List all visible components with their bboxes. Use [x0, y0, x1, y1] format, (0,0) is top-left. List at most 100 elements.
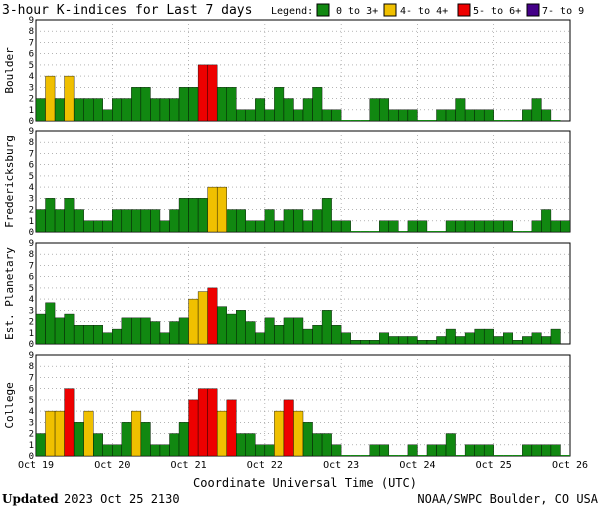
k-index-bar: [474, 328, 485, 345]
k-index-bar: [93, 98, 103, 122]
k-index-bar: [541, 209, 552, 233]
k-index-bar: [436, 231, 447, 232]
k-index-bar: [445, 433, 456, 457]
k-index-bar: [541, 444, 552, 457]
k-index-bar: [245, 433, 256, 457]
k-index-bar: [407, 109, 418, 122]
k-index-bar: [54, 209, 65, 233]
k-index-bar: [331, 220, 342, 233]
k-index-bar: [417, 220, 428, 233]
k-index-bar: [245, 321, 256, 345]
y-tick-label: 7: [29, 149, 34, 159]
legend: Legend: 0 to 3+ 4- to 4+ 5- to 6+ 7- to …: [271, 3, 584, 17]
k-index-bar: [197, 64, 208, 122]
k-index-bar: [483, 109, 494, 122]
k-index-bar: [436, 336, 447, 345]
y-tick-label: 1: [29, 217, 34, 227]
k-index-bar: [302, 220, 313, 233]
y-tick-label: 2: [29, 430, 34, 440]
k-index-bar: [407, 444, 418, 457]
k-index-bar: [512, 120, 523, 121]
k-index-bar: [522, 231, 532, 232]
k-index-bar: [350, 455, 361, 456]
k-index-bar: [93, 325, 103, 345]
k-index-bar: [83, 410, 94, 457]
y-tick-label: 8: [29, 250, 34, 260]
k-index-bar: [197, 198, 208, 233]
k-index-bar: [331, 109, 342, 122]
k-index-bar: [73, 422, 84, 457]
y-tick-label: 9: [29, 16, 34, 26]
k-index-bar: [159, 332, 170, 345]
k-index-bar: [264, 209, 275, 233]
k-index-bar: [426, 444, 437, 457]
k-index-bar: [226, 87, 237, 122]
y-tick-label: 3: [29, 83, 34, 93]
k-index-bar: [150, 98, 161, 122]
k-index-bar: [245, 220, 256, 233]
k-index-bar: [388, 336, 399, 345]
k-index-bar: [350, 120, 361, 121]
panels: 0123456789Boulder0123456789Fredericksbur…: [3, 16, 571, 462]
chart-title: 3-hour K-indices for Last 7 days: [2, 3, 252, 18]
legend-label: Legend:: [271, 6, 313, 17]
k-index-bar: [112, 444, 123, 457]
k-index-bar: [140, 317, 151, 345]
k-index-bar: [169, 209, 180, 233]
k-index-bar: [379, 98, 390, 122]
x-tick-label: Oct 23: [323, 460, 359, 471]
k-index-bar: [216, 87, 227, 122]
y-tick-label: 5: [29, 396, 34, 406]
k-index-bar: [512, 231, 523, 232]
y-tick-label: 3: [29, 306, 34, 316]
k-index-bar: [121, 209, 132, 233]
legend-swatch-4: [383, 3, 397, 17]
k-index-bar: [464, 220, 475, 233]
k-index-bar: [283, 98, 294, 122]
panel-label: Fredericksburg: [3, 135, 16, 228]
k-index-bar: [140, 209, 151, 233]
k-index-bar: [188, 399, 199, 457]
k-index-bar: [445, 328, 456, 345]
panel-label: College: [3, 382, 16, 428]
k-index-bar: [64, 75, 75, 122]
k-index-bar: [493, 120, 504, 121]
k-index-bar: [369, 444, 380, 457]
k-index-bar: [531, 220, 542, 233]
footer-updated: Updated: [2, 492, 59, 506]
y-tick-label: 5: [29, 172, 34, 182]
k-index-bar: [417, 120, 427, 121]
k-index-bar: [35, 98, 46, 122]
k-index-bar: [93, 433, 103, 457]
k-index-bar: [121, 98, 132, 122]
k-index-bar: [350, 231, 361, 232]
legend-item-7-9: 7- to 9: [542, 6, 584, 17]
k-index-bar: [302, 98, 313, 122]
footer-updated-value: 2023 Oct 25 2130: [64, 492, 180, 506]
k-index-bar: [512, 340, 523, 345]
k-index-bar: [140, 87, 151, 122]
k-index-bar: [131, 317, 142, 345]
k-index-bar: [436, 444, 447, 457]
k-index-bar: [159, 220, 170, 233]
k-index-bar: [455, 336, 466, 345]
k-index-bar: [360, 340, 370, 345]
x-tick-label: Oct 21: [171, 460, 207, 471]
k-index-bar: [464, 109, 475, 122]
k-index-bar: [150, 321, 161, 345]
k-index-bar: [360, 120, 370, 121]
k-index-bar: [73, 209, 84, 233]
k-index-bar: [379, 444, 390, 457]
k-index-bar: [417, 455, 427, 456]
k-index-bar: [188, 198, 199, 233]
k-index-bar: [522, 109, 533, 122]
k-index-bar: [255, 98, 266, 122]
k-index-bar: [455, 455, 466, 456]
k-index-bar: [73, 325, 84, 345]
k-index-bar: [188, 298, 199, 345]
k-index-bar: [483, 328, 494, 345]
k-index-bar: [264, 317, 275, 345]
k-index-bar: [131, 410, 142, 457]
k-index-bar: [197, 388, 208, 457]
